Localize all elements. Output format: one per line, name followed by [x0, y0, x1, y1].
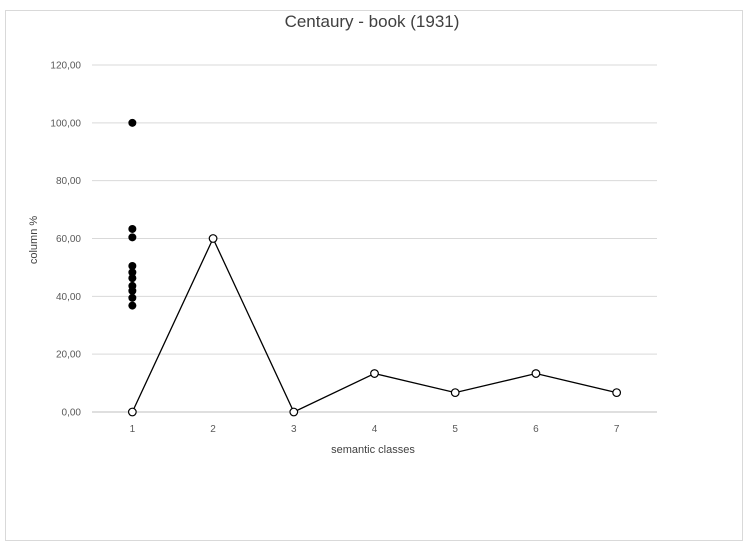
x-tick-label: 7	[614, 424, 620, 435]
y-tick-label: 100,00	[50, 118, 81, 129]
x-tick-label: 4	[372, 424, 378, 435]
line-point-marker	[289, 407, 299, 417]
y-tick-label: 20,00	[56, 350, 81, 361]
chart-frame	[5, 10, 743, 541]
line-point-marker	[450, 388, 460, 398]
line-point-marker	[127, 407, 137, 417]
series-line-path	[131, 236, 617, 413]
chart-title: Centaury - book (1931)	[284, 12, 460, 31]
gridlines	[92, 64, 657, 413]
x-tick-label: 3	[291, 424, 297, 435]
y-tick-label: 0,00	[62, 408, 82, 419]
line-point-marker	[370, 369, 379, 378]
y-tick-label: 80,00	[56, 176, 81, 187]
scatter-point	[128, 261, 137, 270]
scatter-point	[128, 286, 137, 295]
line-point-marker	[612, 388, 622, 398]
scatter-point	[128, 293, 137, 302]
x-tick-labels: 1 2 3 4 5 6 7	[130, 424, 620, 435]
scatter-series	[128, 118, 137, 310]
line-point-marker	[531, 369, 541, 378]
y-tick-label: 40,00	[56, 292, 81, 303]
scatter-point	[128, 274, 137, 283]
y-tick-label: 120,00	[50, 61, 81, 72]
scatter-point	[128, 118, 137, 127]
x-axis-title: semantic classes	[331, 444, 415, 456]
x-tick-label: 5	[452, 424, 458, 435]
y-tick-labels: 0,00 20,00 40,00 60,00 80,00 100,00 120,00	[50, 61, 81, 419]
scatter-point	[128, 268, 137, 277]
scatter-point	[128, 233, 137, 242]
x-tick-label: 1	[130, 424, 136, 435]
line-series	[127, 234, 622, 417]
x-tick-label: 6	[533, 424, 539, 435]
scatter-point	[128, 301, 137, 310]
scatter-point	[128, 224, 137, 233]
x-tick-label: 2	[210, 424, 216, 435]
y-tick-label: 60,00	[56, 234, 81, 245]
line-point-marker	[208, 234, 218, 243]
